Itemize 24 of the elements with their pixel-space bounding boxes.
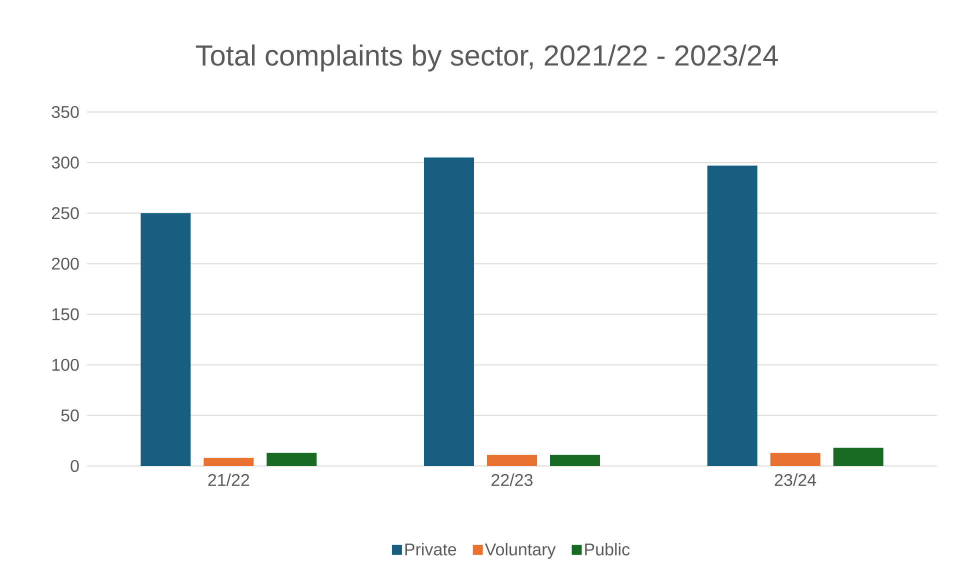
legend-label: Private xyxy=(405,542,456,556)
bar xyxy=(140,213,191,466)
bar xyxy=(204,458,254,466)
bar xyxy=(266,452,317,466)
bar xyxy=(550,454,600,466)
bar xyxy=(833,448,884,466)
chart-title: Total complaints by sector, 2021/22 - 2023/24 xyxy=(196,44,778,72)
y-tick-label: 150 xyxy=(52,308,79,320)
y-tick-label: 350 xyxy=(52,106,79,118)
legend-label: Voluntary xyxy=(484,542,556,559)
y-tick-label: 250 xyxy=(52,207,79,220)
y-tick-label: 300 xyxy=(52,156,79,169)
bar xyxy=(770,452,820,466)
y-tick-label: 50 xyxy=(61,409,79,422)
y-tick-label: 100 xyxy=(52,358,79,371)
legend-label: Public xyxy=(585,542,630,556)
y-tick-label: 0 xyxy=(70,460,79,472)
x-tick-label: 22/23 xyxy=(492,474,533,486)
x-tick-label: 21/22 xyxy=(208,474,250,486)
bar xyxy=(487,454,537,466)
y-tick-label: 200 xyxy=(52,258,79,270)
bar xyxy=(707,166,758,466)
x-tick-label: 23/24 xyxy=(774,474,816,486)
bar xyxy=(424,158,474,466)
